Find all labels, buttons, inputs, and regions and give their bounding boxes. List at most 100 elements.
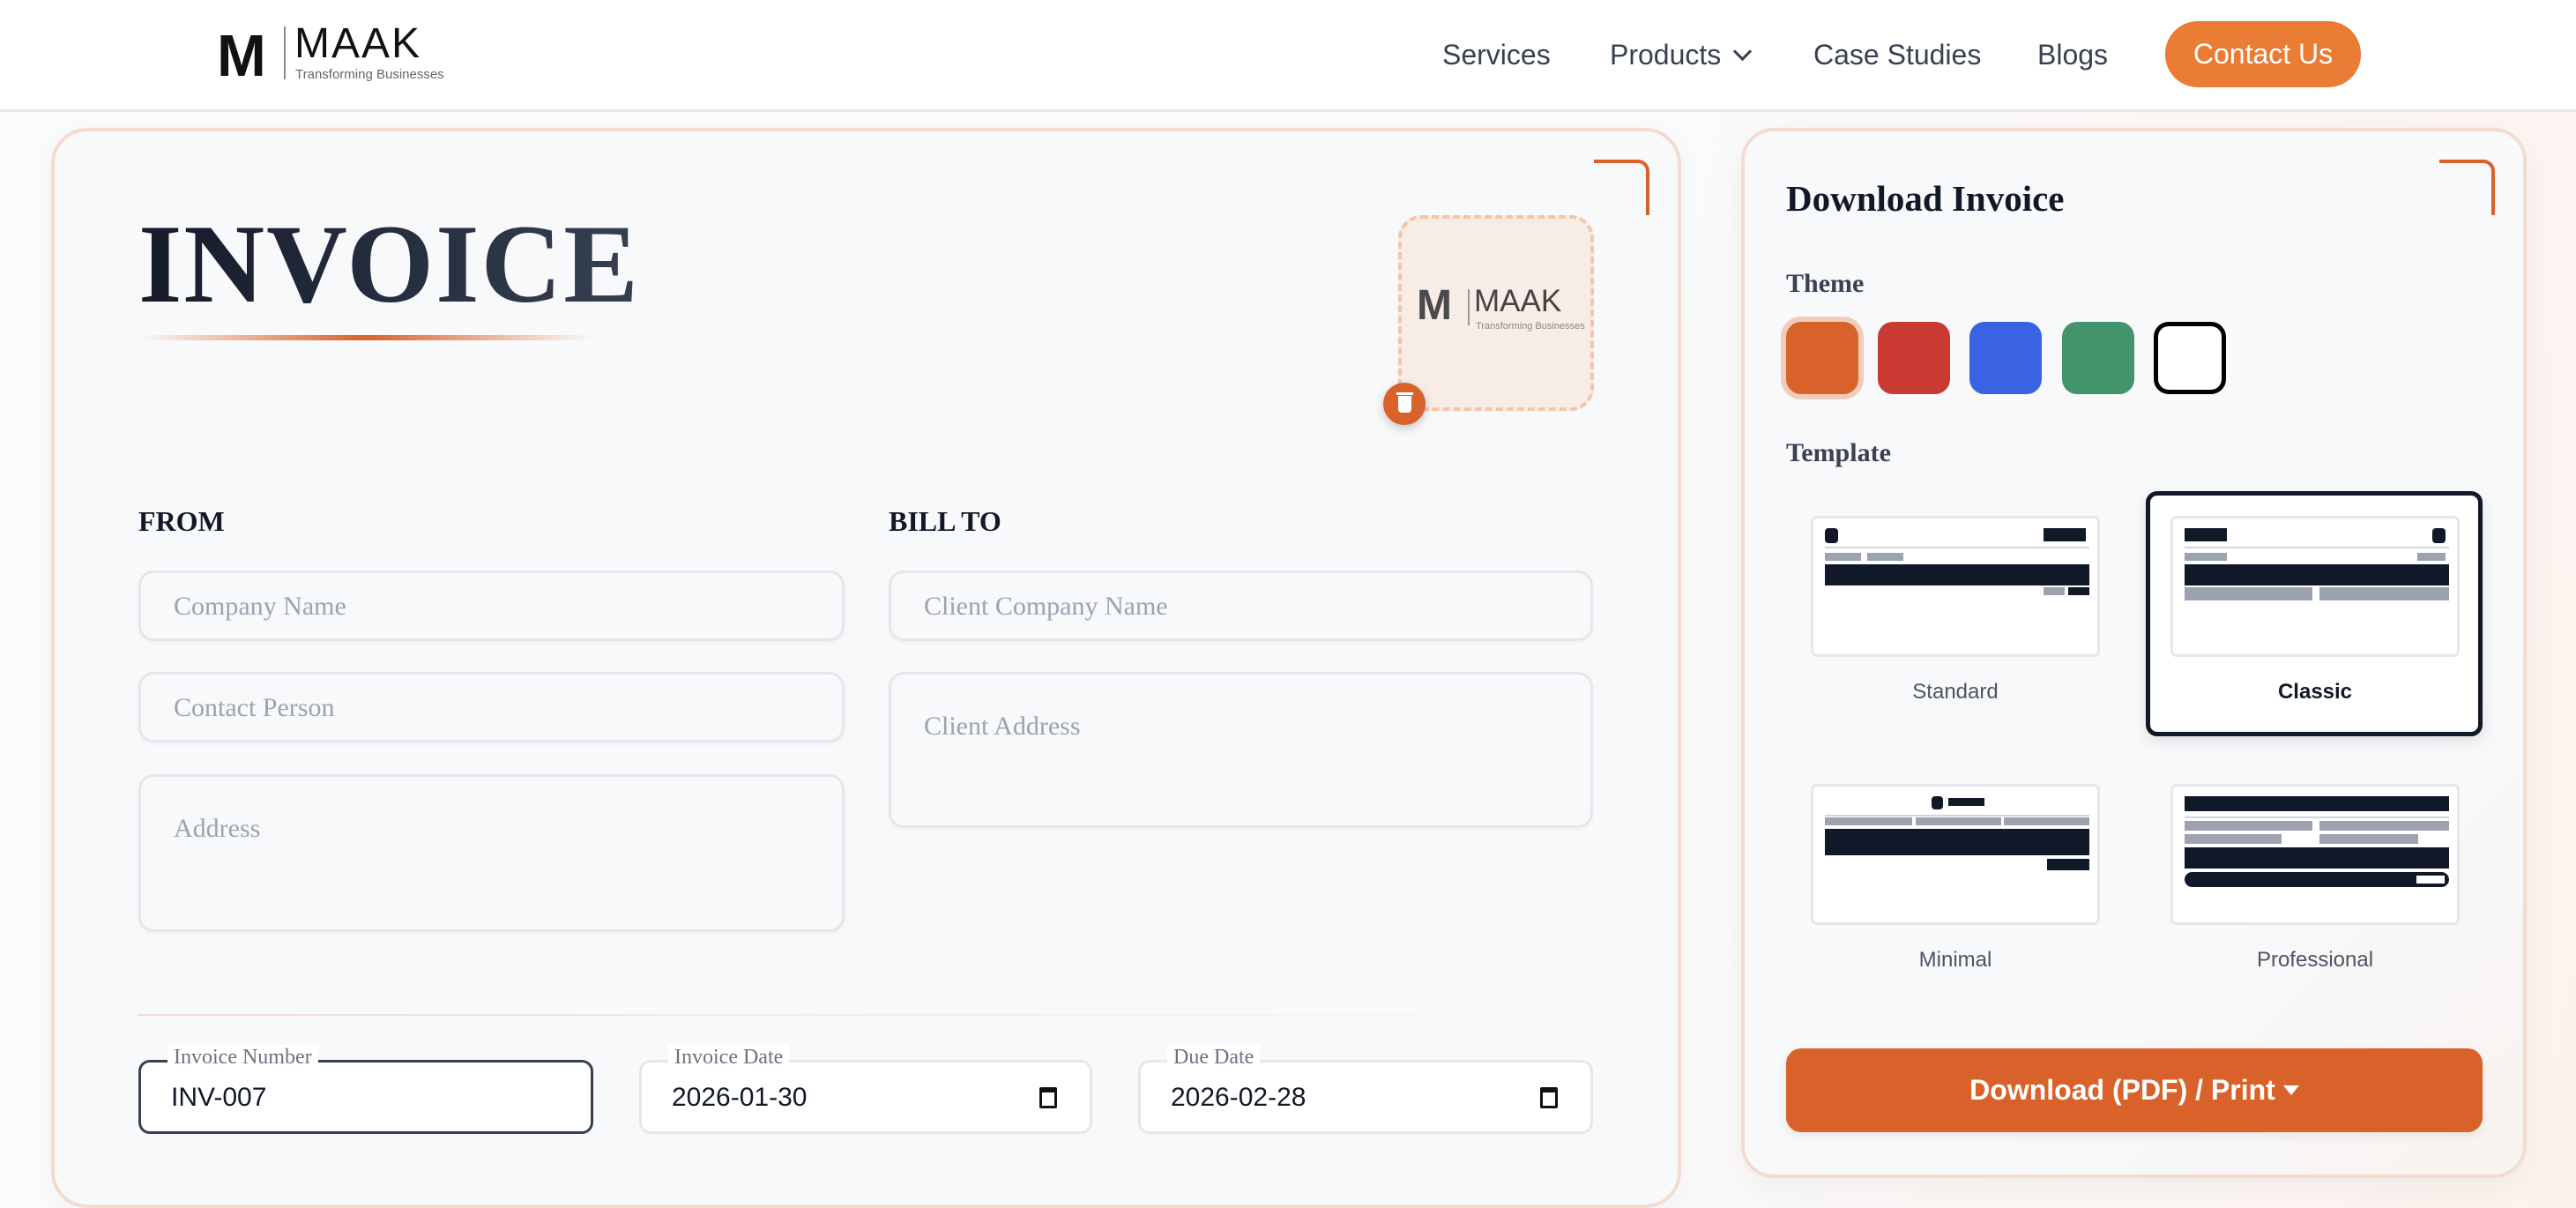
theme-swatch-blue[interactable] (1969, 322, 2042, 394)
invoice-title: INVOICE (138, 203, 640, 326)
placeholder: Client Address (924, 712, 1081, 741)
template-classic-preview[interactable] (2170, 516, 2460, 657)
client-address-textarea[interactable]: Client Address (889, 672, 1593, 828)
preview-block (1825, 528, 1838, 543)
section-divider (138, 1204, 1594, 1208)
download-button-label: Download (PDF) / Print (1969, 1074, 2275, 1106)
template-professional-preview[interactable] (2170, 784, 2460, 925)
preview-block (1825, 547, 2089, 548)
logo-name: MAAK (294, 20, 422, 67)
calendar-icon[interactable] (1039, 1087, 1057, 1108)
preview-block (2047, 859, 2089, 870)
preview-block (1825, 553, 1861, 561)
due-date-label: Due Date (1167, 1045, 1261, 1070)
preview-block (2185, 528, 2227, 541)
logo-tagline: Transforming Businesses (295, 67, 444, 82)
preview-block (1932, 796, 1943, 809)
invoice-number-input[interactable]: Invoice Number INV-007 (138, 1045, 593, 1134)
preview-block (2185, 821, 2312, 831)
uploaded-logo-tagline: Transforming Businesses (1476, 321, 1585, 332)
logo-divider (284, 26, 286, 79)
placeholder: Client Company Name (924, 592, 1168, 621)
calendar-icon[interactable] (1540, 1087, 1558, 1108)
preview-block (1825, 829, 2089, 855)
client-company-input[interactable]: Client Company Name (889, 570, 1593, 641)
preview-block (2185, 834, 2282, 844)
download-panel-title: Download Invoice (1786, 178, 2065, 219)
preview-block (2185, 553, 2227, 561)
preview-block (2044, 528, 2086, 541)
invoice-number-label: Invoice Number (168, 1045, 318, 1070)
corner-accent (2439, 160, 2495, 215)
nav-products[interactable]: Products (1610, 38, 1753, 71)
preview-block (1825, 564, 2089, 585)
corner-accent (1594, 160, 1649, 215)
uploaded-logo-mark: M (1417, 282, 1452, 329)
nav-blogs[interactable]: Blogs (2037, 39, 2109, 71)
preview-block (1825, 815, 2089, 817)
preview-block (2319, 821, 2449, 831)
preview-block (1948, 798, 1984, 806)
theme-swatch-white[interactable] (2154, 322, 2226, 394)
placeholder: Contact Person (174, 693, 335, 722)
preview-block (2417, 553, 2446, 561)
delete-logo-button[interactable] (1383, 383, 1426, 425)
site-logo[interactable]: M MAAK Transforming Businesses (217, 23, 447, 86)
uploaded-logo-name: MAAK (1474, 284, 1562, 318)
template-minimal-preview[interactable] (1811, 784, 2100, 925)
trash-lid (1396, 392, 1413, 395)
template-professional-label[interactable]: Professional (2256, 948, 2374, 972)
template-standard-preview[interactable] (1811, 516, 2100, 657)
site-header: M MAAK Transforming Businesses Services … (0, 0, 2576, 112)
trash-icon (1398, 396, 1411, 413)
template-standard-label[interactable]: Standard (1912, 680, 1999, 704)
section-divider (138, 1014, 1594, 1016)
template-classic-label[interactable]: Classic (2277, 680, 2353, 704)
template-minimal-label[interactable]: Minimal (1918, 948, 1992, 972)
preview-block (2432, 528, 2446, 543)
preview-block (2416, 876, 2445, 884)
template-label: Template (1786, 438, 1891, 467)
preview-block (2185, 547, 2449, 548)
preview-block (2185, 587, 2312, 600)
preview-block (2185, 872, 2449, 887)
logo-mark: M (217, 23, 266, 89)
nav-services[interactable]: Services (1442, 39, 1551, 71)
preview-block (2185, 847, 2449, 869)
theme-swatch-red[interactable] (1878, 322, 1950, 394)
preview-block (2319, 587, 2449, 600)
invoice-date-input[interactable]: Invoice Date 2026-01-30 (639, 1045, 1092, 1134)
preview-block (1916, 817, 2001, 825)
preview-block (2185, 796, 2449, 811)
from-label: FROM (138, 505, 225, 537)
nav-case-studies[interactable]: Case Studies (1813, 39, 1982, 71)
placeholder: Address (174, 814, 261, 843)
theme-swatch-green[interactable] (2062, 322, 2134, 394)
company-name-input[interactable]: Company Name (138, 570, 845, 641)
invoice-date-label: Invoice Date (668, 1045, 790, 1070)
theme-label: Theme (1786, 269, 1865, 298)
download-pdf-print-button[interactable]: Download (PDF) / Print (1786, 1048, 2483, 1132)
invoice-number-value: INV-007 (171, 1083, 267, 1112)
title-underline (139, 335, 592, 340)
preview-block (1867, 553, 1903, 561)
preview-block (2068, 587, 2089, 595)
preview-block (2004, 817, 2089, 825)
theme-swatch-orange[interactable] (1786, 322, 1858, 394)
invoice-date-value: 2026-01-30 (672, 1083, 808, 1112)
due-date-value: 2026-02-28 (1171, 1083, 1307, 1112)
uploaded-logo-divider (1468, 289, 1470, 325)
contact-us-button[interactable]: Contact Us (2165, 21, 2361, 87)
caret-down-icon (2282, 1085, 2299, 1095)
contact-person-input[interactable]: Contact Person (138, 672, 845, 742)
logo-upload-area[interactable]: M MAAK Transforming Businesses (1398, 215, 1594, 411)
due-date-input[interactable]: Due Date 2026-02-28 (1138, 1045, 1593, 1134)
preview-block (2044, 587, 2065, 595)
bill-to-label: BILL TO (889, 505, 1001, 537)
preview-block (2185, 564, 2449, 585)
chevron-down-icon (1733, 41, 1753, 62)
preview-block (2185, 817, 2449, 818)
placeholder: Company Name (174, 592, 346, 621)
address-textarea[interactable]: Address (138, 774, 845, 932)
